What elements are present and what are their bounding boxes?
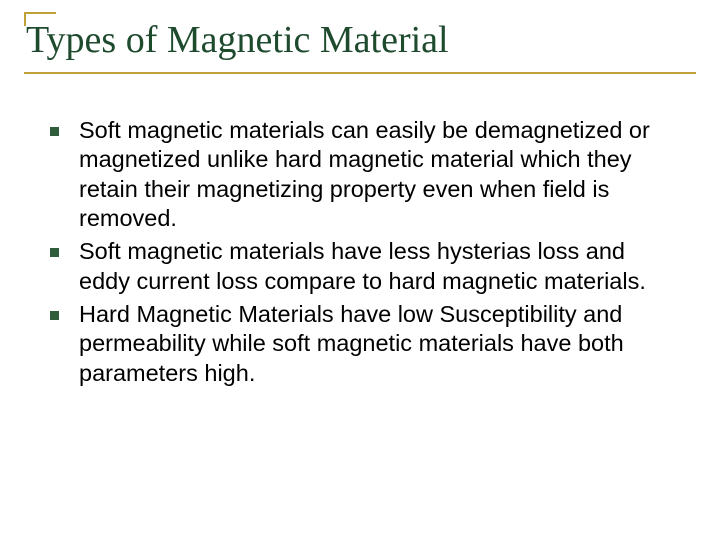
title-rule: Types of Magnetic Material [24,18,696,74]
list-item: Hard Magnetic Materials have low Suscept… [50,300,678,388]
square-bullet-icon [50,248,59,257]
bullet-text: Hard Magnetic Materials have low Suscept… [79,300,678,388]
slide-body: Soft magnetic materials can easily be de… [24,116,696,388]
bullet-text: Soft magnetic materials can easily be de… [79,116,678,234]
bullet-text: Soft magnetic materials have less hyster… [79,237,678,296]
square-bullet-icon [50,311,59,320]
slide: Types of Magnetic Material Soft magnetic… [0,0,720,540]
square-bullet-icon [50,127,59,136]
slide-title: Types of Magnetic Material [24,18,696,62]
list-item: Soft magnetic materials can easily be de… [50,116,678,234]
list-item: Soft magnetic materials have less hyster… [50,237,678,296]
